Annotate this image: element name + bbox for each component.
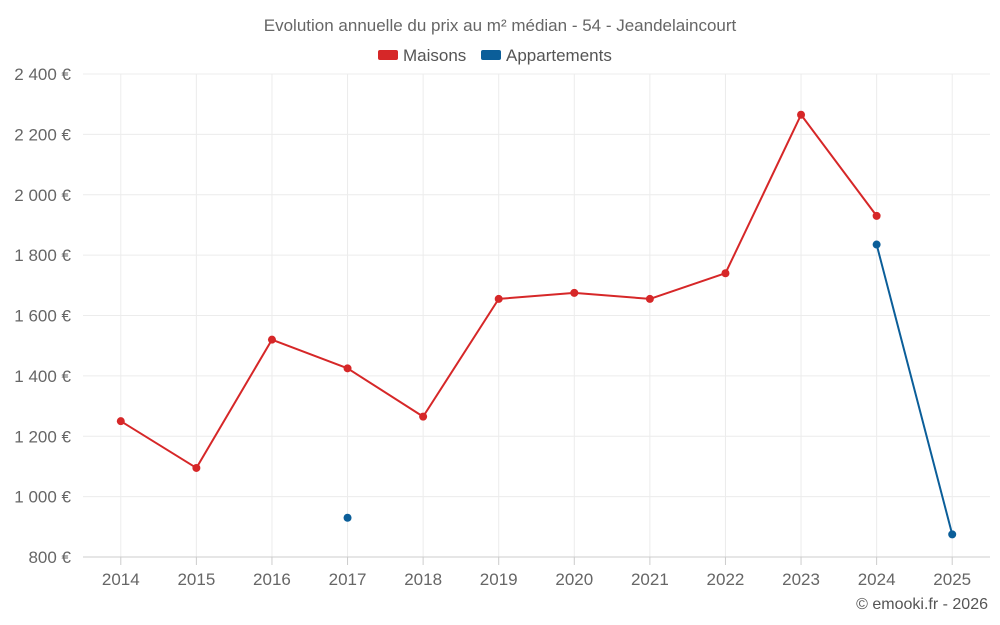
data-point-maisons-2021[interactable]: Maisons 2021: 1655 [645, 294, 654, 303]
credit-text: © emooki.fr - 2026 [856, 596, 988, 613]
series-line-maisons [648, 272, 727, 300]
legend-label-appartements: Appartements [506, 46, 612, 65]
y-tick-label: 2 400 € [14, 65, 71, 84]
x-tick-label: 2018 [404, 570, 442, 589]
series-line-appartements [875, 243, 954, 536]
x-tick-label: 2020 [555, 570, 593, 589]
x-tick-label: 2015 [177, 570, 215, 589]
x-tick-label: 2024 [858, 570, 896, 589]
series-line-maisons [270, 338, 349, 370]
x-tick-label: 2025 [933, 570, 971, 589]
data-point-maisons-2020[interactable]: Maisons 2020: 1675 [570, 288, 579, 297]
series-line-maisons [346, 367, 425, 418]
series-line-maisons [800, 113, 878, 217]
data-point-appartements-2017[interactable]: Appartements 2017: 930 [343, 513, 352, 522]
series-line-maisons [497, 291, 576, 300]
y-tick-label: 1 200 € [14, 427, 71, 446]
data-point-appartements-2025[interactable]: Appartements 2025: 875 [948, 530, 957, 539]
y-tick-label: 1 600 € [14, 307, 71, 326]
legend-item-appartements[interactable]: Appartements [481, 46, 612, 65]
series-line-maisons [422, 297, 500, 418]
x-tick-label: 2016 [253, 570, 291, 589]
y-tick-label: 1 400 € [14, 367, 71, 386]
legend-label-maisons: Maisons [403, 46, 466, 65]
data-point-maisons-2015[interactable]: Maisons 2015: 1095 [192, 463, 201, 472]
legend: Maisons Appartements [378, 46, 612, 65]
series-maisons: Maisons 2014: 1250 Maisons 2015: 1095 Mais… [116, 110, 881, 472]
x-tick-label: 2017 [329, 570, 367, 589]
chart-title: Evolution annuelle du prix au m² médian … [264, 16, 737, 35]
x-tick-label: 2019 [480, 570, 518, 589]
x-tick-label: 2023 [782, 570, 820, 589]
data-point-maisons-2014[interactable]: Maisons 2014: 1250 [116, 417, 125, 426]
y-tick-label: 1 800 € [14, 246, 71, 265]
data-point-maisons-2018[interactable]: Maisons 2018: 1265 [419, 412, 428, 421]
data-point-maisons-2017[interactable]: Maisons 2017: 1425 [343, 364, 352, 373]
grid [83, 73, 990, 558]
data-point-maisons-2023[interactable]: Maisons 2023: 2265 [797, 110, 806, 119]
data-point-maisons-2019[interactable]: Maisons 2019: 1655 [494, 294, 503, 303]
axes: 800 € 1 000 € 1 200 € 1 400 € 1 600 € 1 800 €… [14, 65, 990, 589]
x-tick-label: 2014 [102, 570, 140, 589]
x-tick-label: 2021 [631, 570, 669, 589]
series-appartements: Appartements 2017: 930 Appartements 2024:… [343, 240, 957, 539]
series-line-maisons [195, 338, 273, 469]
y-tick-label: 2 200 € [14, 125, 71, 144]
series: Maisons 2014: 1250 Maisons 2015: 1095 Mais… [116, 110, 957, 539]
series-line-maisons [724, 113, 803, 275]
y-tick-label: 1 000 € [14, 488, 71, 507]
series-line-maisons [573, 291, 651, 300]
legend-swatch-appartements [481, 50, 501, 60]
data-point-maisons-2022[interactable]: Maisons 2022: 1740 [721, 269, 730, 278]
y-tick-label: 2 000 € [14, 186, 71, 205]
legend-swatch-maisons [378, 50, 398, 60]
x-tick-label: 2022 [707, 570, 745, 589]
series-line-maisons [119, 420, 198, 469]
data-point-maisons-2024[interactable]: Maisons 2024: 1930 [872, 211, 881, 220]
y-tick-label: 800 € [28, 548, 71, 567]
data-point-appartements-2024[interactable]: Appartements 2024: 1835 [872, 240, 881, 249]
legend-item-maisons[interactable]: Maisons [378, 46, 466, 65]
